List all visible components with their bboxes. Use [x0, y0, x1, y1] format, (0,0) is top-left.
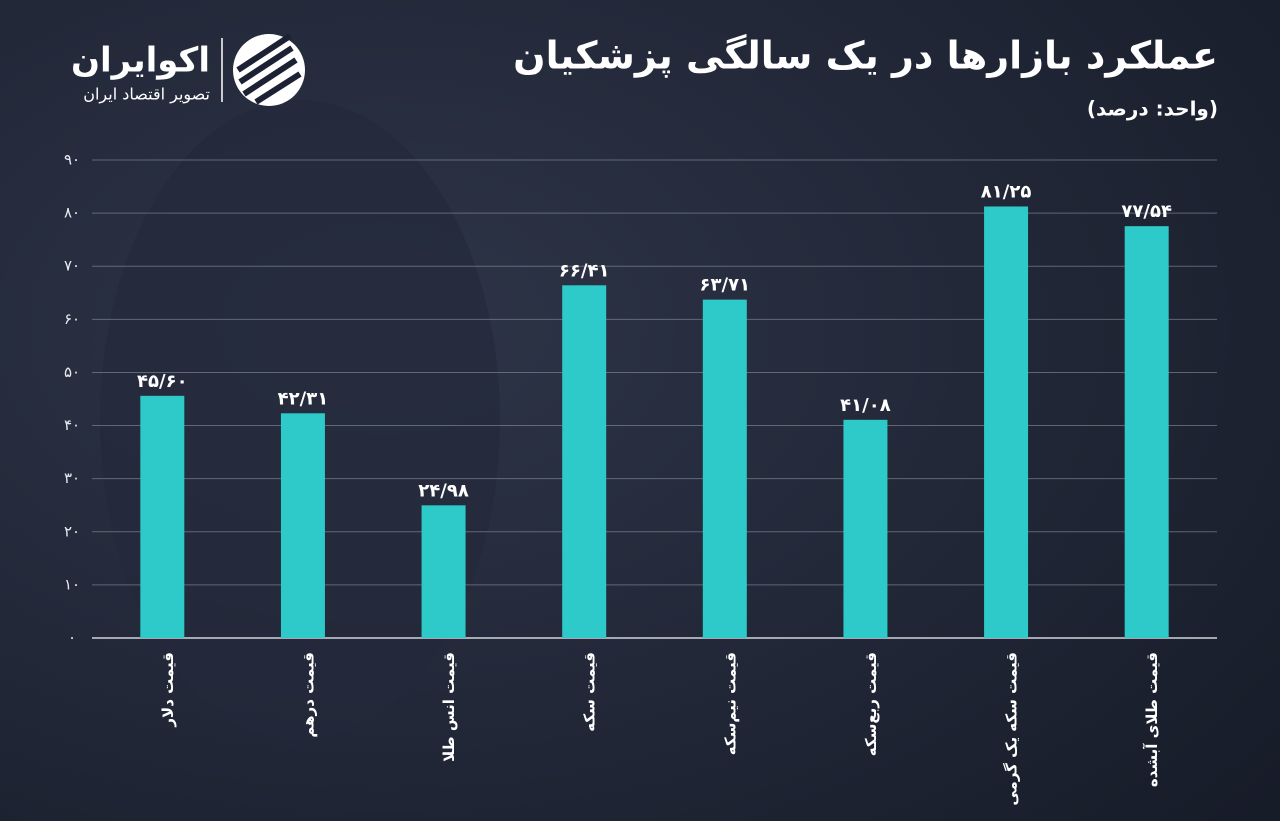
logo-icon [233, 33, 305, 106]
x-tick-label: قیمت درهم [299, 652, 317, 738]
y-tick-label: ۱۰ [64, 575, 80, 593]
chart-title: عملکرد بازارها در یک سالگی پزشکیان [513, 34, 1218, 78]
value-label: ۶۳/۷۱ [700, 275, 751, 296]
y-tick-label: ۹۰ [64, 151, 80, 169]
value-label: ۴۵/۶۰ [137, 371, 188, 392]
value-label: ۴۱/۰۸ [840, 395, 891, 416]
y-tick-label: ۸۰ [64, 204, 80, 222]
bar [421, 505, 466, 638]
value-label: ۸۱/۲۵ [981, 181, 1032, 202]
bar [1124, 226, 1169, 638]
brand-name: اکوایران [71, 41, 210, 81]
value-label: ۷۷/۵۴ [1121, 201, 1172, 222]
y-tick-label: ۶۰ [64, 310, 80, 328]
bar [843, 419, 888, 638]
x-tick-label: قیمت نیم‌سکه [721, 652, 739, 755]
bar [562, 285, 607, 638]
y-tick-label: ۲۰ [64, 522, 80, 540]
value-label: ۶۶/۴۱ [559, 260, 610, 281]
y-tick-label: ۳۰ [64, 469, 80, 487]
x-tick-label: قیمت سکه یک گرمی [1003, 652, 1021, 806]
x-tick-label: قیمت طلای آبشده [1143, 652, 1161, 787]
bar [984, 206, 1029, 638]
chart-subtitle: (واحد: درصد) [1087, 97, 1218, 121]
value-label: ۲۴/۹۸ [418, 480, 469, 501]
brand-tagline: تصویر اقتصاد ایران [83, 85, 210, 105]
x-tick-label: قیمت انس طلا [440, 652, 458, 762]
y-tick-label: ۴۰ [64, 416, 80, 434]
x-tick-label: قیمت سکه [581, 652, 599, 732]
bar [280, 413, 325, 638]
x-tick-label: قیمت ربع‌سکه [862, 652, 880, 756]
y-tick-label: ۵۰ [64, 363, 80, 381]
y-tick-label: ۰ [68, 629, 76, 647]
y-tick-label: ۷۰ [64, 257, 80, 275]
x-tick-label: قیمت دلار [159, 652, 177, 728]
value-label: ۴۲/۳۱ [278, 388, 329, 409]
bar [702, 299, 747, 638]
bar [140, 395, 185, 638]
